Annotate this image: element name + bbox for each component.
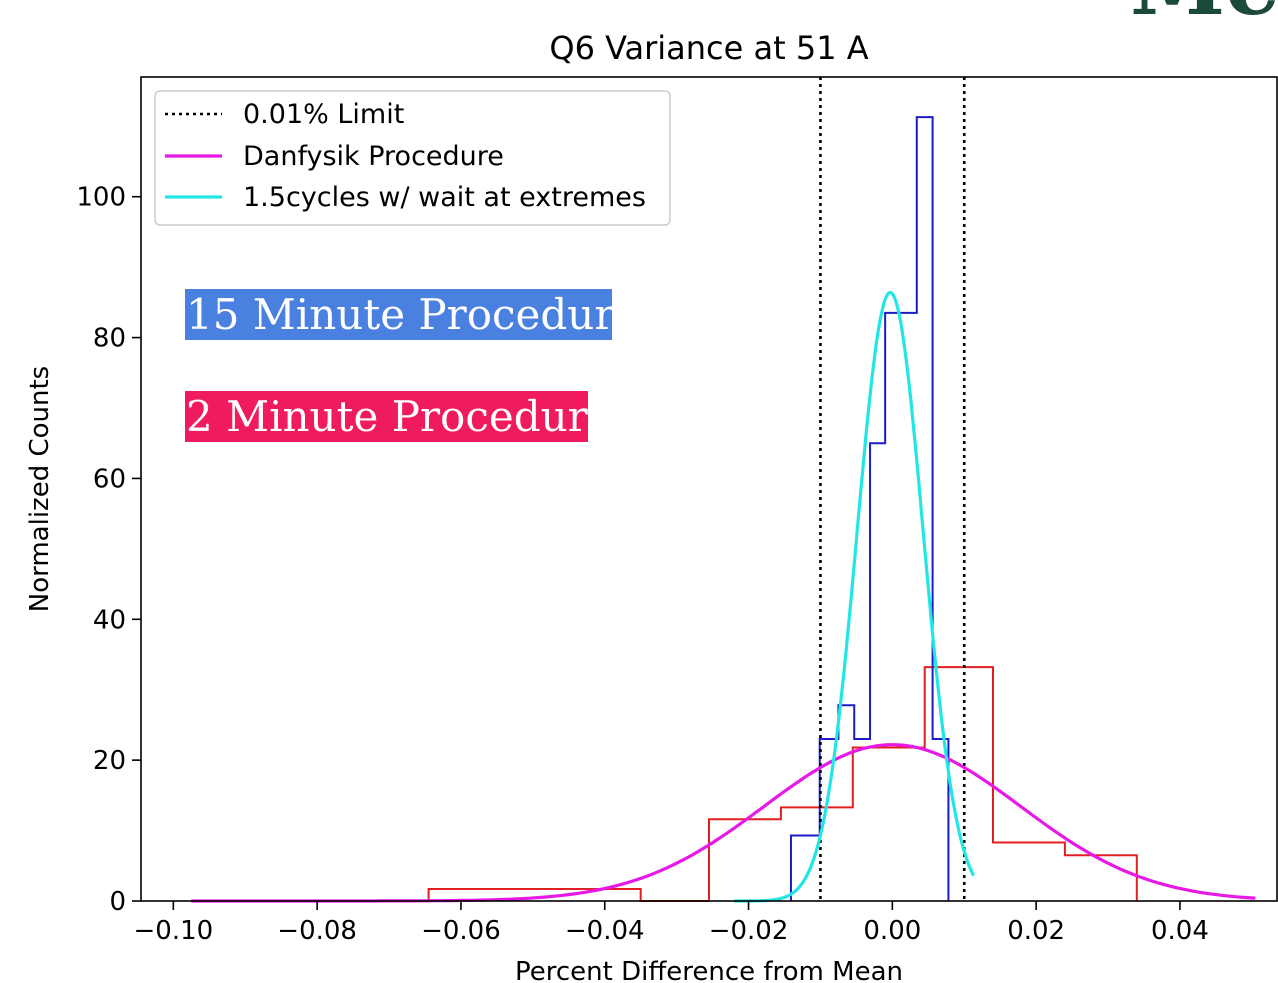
y-tick-label: 60 <box>93 464 126 494</box>
fit-curve-2 <box>734 291 976 903</box>
annotation-label: 2 Minute Procedure <box>186 392 613 441</box>
histogram-1 <box>427 666 1138 902</box>
brand-mark: Me <box>1130 0 1278 35</box>
y-axis-label: Normalized Counts <box>25 366 55 612</box>
legend-label: 0.01% Limit <box>243 99 404 130</box>
fit-curve-1 <box>191 743 1256 903</box>
y-tick-label: 100 <box>76 183 126 213</box>
x-tick-label: −0.10 <box>134 916 214 946</box>
legend: 0.01% Limit Danfysik Procedure 1.5cycles w… <box>154 90 671 226</box>
annotation-box <box>185 391 588 442</box>
y-tick-label: 0 <box>109 887 126 917</box>
y-tick-label: 80 <box>93 324 126 354</box>
chart-title: Q6 Variance at 51 A <box>549 29 868 67</box>
x-tick-label: 0.00 <box>863 916 921 946</box>
legend-label: Danfysik Procedure <box>243 141 504 172</box>
y-tick-label: 20 <box>93 746 126 776</box>
annotation-label: 15 Minute Procedure <box>186 290 639 339</box>
legend-frame <box>154 90 671 226</box>
x-tick-label: 0.02 <box>1007 916 1065 946</box>
plot-area-frame <box>140 76 1278 902</box>
histogram-2 <box>789 116 950 901</box>
x-tick-label: 0.04 <box>1151 916 1209 946</box>
y-tick-label: 40 <box>93 605 126 635</box>
annotation-box <box>185 289 612 340</box>
legend-label: 1.5cycles w/ wait at extremes <box>243 182 646 213</box>
x-tick-label: −0.02 <box>709 916 789 946</box>
x-tick-label: −0.06 <box>421 916 501 946</box>
x-axis-label: Percent Difference from Mean <box>515 957 903 983</box>
x-tick-label: −0.08 <box>277 916 357 946</box>
x-tick-label: −0.04 <box>565 916 645 946</box>
